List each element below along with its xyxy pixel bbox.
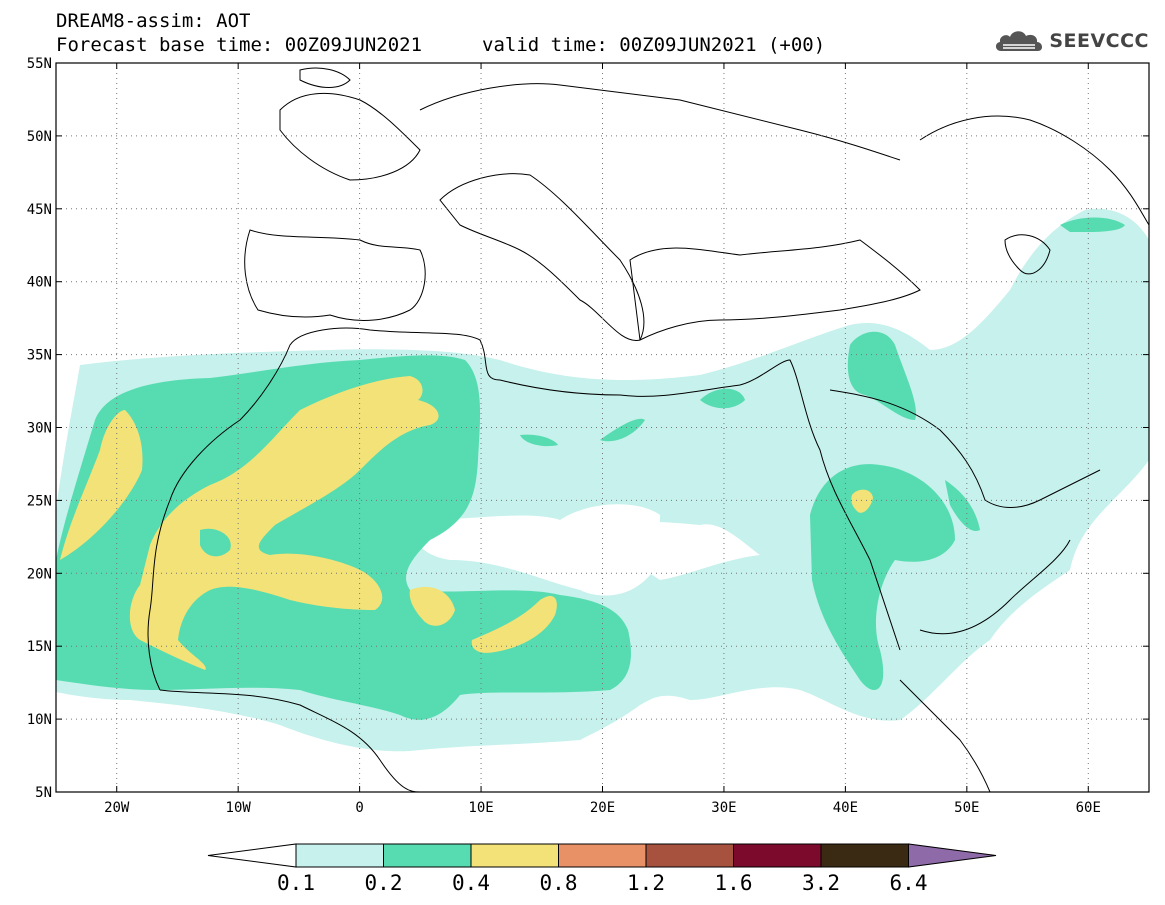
aot-band-0.2 (56, 217, 1125, 720)
lon-tick-label: 60E (1076, 800, 1101, 816)
lat-tick-label: 25N (27, 493, 52, 509)
colorbar-segment (733, 843, 822, 868)
longitude-axis: 20W 10W 0 10E 20E 30E 40E 50E 60E (104, 63, 1101, 816)
valid-time: valid time: 00Z09JUN2021 (+00) (482, 34, 826, 56)
colorbar-label: 0.8 (540, 871, 578, 895)
colorbar-arrow-high (908, 843, 997, 868)
colorbar-segment (820, 843, 909, 868)
colorbar-segment (645, 843, 734, 868)
lat-tick-label: 45N (27, 202, 52, 218)
lon-tick-label: 10E (468, 800, 493, 816)
aot-band-0.4 (60, 376, 873, 670)
coastlines (147, 67, 1149, 792)
latitude-axis: 5N 10N 15N 20N 25N 30N 35N 40N 45N 50N 55N (27, 56, 1149, 801)
lon-tick-label: 30E (711, 800, 736, 816)
lat-tick-label: 40N (27, 275, 52, 291)
lon-tick-label: 50E (954, 800, 979, 816)
lat-tick-label: 5N (35, 785, 52, 801)
lon-tick-label: 20E (590, 800, 615, 816)
aot-field (56, 208, 1149, 752)
lat-tick-label: 35N (27, 348, 52, 364)
logo-text: SEEVCCC (1049, 30, 1149, 52)
cloud-logo-icon (996, 31, 1043, 51)
colorbar-label: 1.2 (627, 871, 665, 895)
colorbar-segment (558, 843, 647, 868)
colorbar-arrow-low (207, 843, 297, 868)
colorbar-label: 6.4 (890, 871, 928, 895)
lon-tick-label: 20W (104, 800, 130, 816)
lat-tick-label: 10N (27, 712, 52, 728)
lat-lon-grid (56, 63, 1149, 792)
lat-tick-label: 50N (27, 129, 52, 145)
colorbar-label: 0.1 (277, 871, 315, 895)
map-title: DREAM8-assim: AOT (56, 10, 251, 32)
colorbar-segment (470, 843, 559, 868)
colorbar-label: 3.2 (802, 871, 840, 895)
colorbar-label: 0.2 (365, 871, 403, 895)
lon-tick-label: 10W (226, 800, 252, 816)
colorbar-segment (295, 843, 384, 868)
lon-tick-label: 0 (355, 800, 363, 816)
seevccc-logo: SEEVCCC (993, 26, 1149, 56)
lon-tick-label: 40E (833, 800, 858, 816)
colorbar-segment (383, 843, 472, 868)
lat-tick-label: 20N (27, 566, 52, 582)
forecast-base-time: Forecast base time: 00Z09JUN2021 (56, 34, 423, 56)
lat-tick-label: 30N (27, 421, 52, 437)
colorbar-label: 1.6 (715, 871, 753, 895)
lat-tick-label: 15N (27, 639, 52, 655)
aot-colorbar: 0.1 0.2 0.4 0.8 1.2 1.6 3.2 6.4 (207, 843, 997, 895)
lat-tick-label: 55N (27, 56, 52, 72)
colorbar-label: 0.4 (452, 871, 490, 895)
